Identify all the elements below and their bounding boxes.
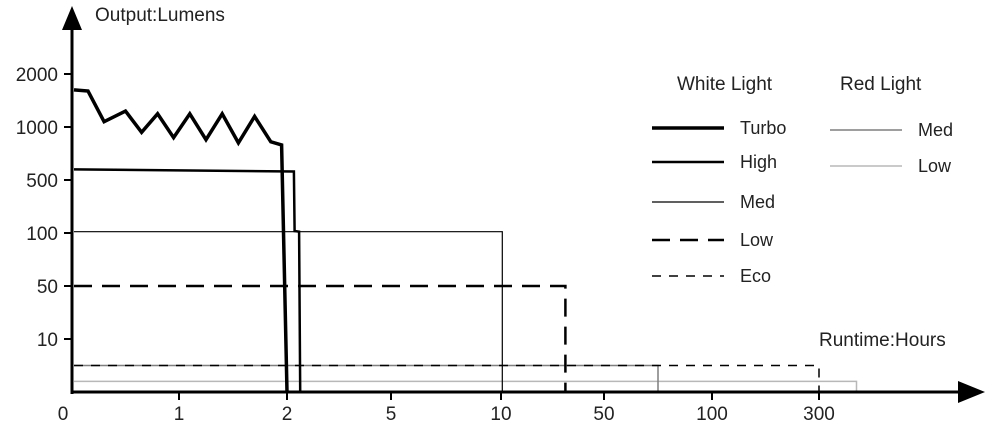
x-tick-label: 50 [593, 404, 614, 425]
legend-label-low: Low [740, 230, 774, 250]
x-tick-label: 1 [174, 404, 185, 425]
legend-label-turbo: Turbo [740, 118, 786, 138]
legend-label-red-low: Low [918, 156, 952, 176]
legend-label-high: High [740, 152, 777, 172]
x-tick-label: 5 [386, 404, 397, 425]
series-layer [73, 88, 858, 393]
series-line-white-light-eco [74, 364, 820, 392]
legend-group-title-white: White Light [677, 74, 773, 95]
x-tick-label: 0 [58, 404, 69, 425]
series-line-white-light-high [73, 168, 302, 393]
legend: White Light Red Light Turbo High Med Low… [652, 74, 953, 286]
series-line-red-light-low [74, 380, 858, 392]
x-tick-label: 10 [490, 404, 511, 425]
series-line-red-light-med [74, 364, 659, 392]
x-tick-label: 300 [803, 404, 835, 425]
y-ticks: 2000 1000 500 100 50 10 [16, 65, 72, 351]
legend-label-eco: Eco [740, 266, 771, 286]
y-tick-label: 100 [26, 224, 58, 245]
series-line-white-light-med [74, 231, 503, 392]
series-line-white-light-low [74, 284, 567, 392]
legend-label-med: Med [740, 192, 775, 212]
legend-group-title-red: Red Light [840, 74, 922, 95]
y-tick-label: 50 [37, 277, 58, 298]
x-ticks: 0 1 2 5 10 50 100 300 [58, 392, 835, 425]
y-tick-label: 10 [37, 330, 58, 351]
series-line-white-light-turbo [73, 88, 289, 393]
legend-label-red-med: Med [918, 120, 953, 140]
y-tick-label: 2000 [16, 65, 58, 86]
y-tick-label: 500 [26, 171, 58, 192]
y-axis-title: Output:Lumens [95, 5, 225, 26]
x-axis-title: Runtime:Hours [819, 330, 946, 351]
y-axis-arrowhead [62, 6, 82, 30]
y-tick-label: 1000 [16, 118, 58, 139]
x-tick-label: 100 [696, 404, 728, 425]
x-axis-arrowhead [958, 381, 985, 403]
x-tick-label: 2 [282, 404, 293, 425]
